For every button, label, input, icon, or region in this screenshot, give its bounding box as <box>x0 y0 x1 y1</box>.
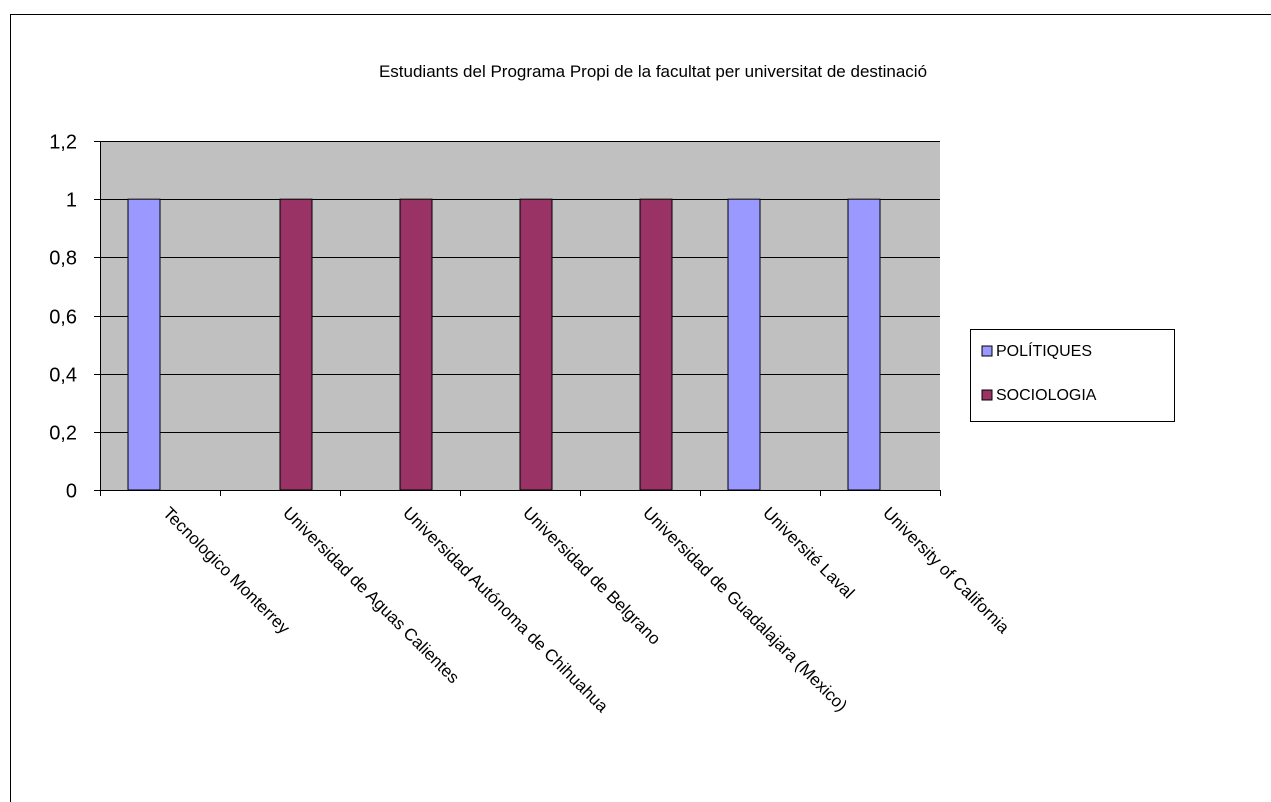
y-tick-label: 0,4 <box>49 365 77 387</box>
y-tick-label: 0,6 <box>49 307 77 329</box>
y-tick-label: 0,2 <box>49 423 77 445</box>
legend-swatch-politiques <box>981 345 993 357</box>
bars <box>127 198 881 491</box>
bar-politiques <box>127 198 161 491</box>
chart-title: Estudiants del Programa Propi de la facu… <box>379 62 927 81</box>
legend-box <box>970 329 1175 422</box>
legend-label-sociologia: SOCIOLOGIA <box>996 387 1097 404</box>
y-tick-labels: 0 0,2 0,4 0,6 0,8 1 1,2 <box>49 132 77 503</box>
legend-swatch-sociologia <box>981 389 993 401</box>
bar-sociologia <box>639 198 673 491</box>
axes <box>94 141 941 496</box>
bar-politiques <box>847 198 881 491</box>
legend-label-politiques: POLÍTIQUES <box>996 341 1092 360</box>
bar-sociologia <box>519 198 553 491</box>
y-tick-label: 0 <box>66 481 77 503</box>
y-tick-label: 1 <box>66 190 77 212</box>
y-tick-label: 1,2 <box>49 132 77 154</box>
legend: POLÍTIQUES SOCIOLOGIA <box>970 329 1175 422</box>
bar-politiques <box>727 198 761 491</box>
y-tick-label: 0,8 <box>49 248 77 270</box>
bar-sociologia <box>399 198 433 491</box>
bar-sociologia <box>279 198 313 491</box>
